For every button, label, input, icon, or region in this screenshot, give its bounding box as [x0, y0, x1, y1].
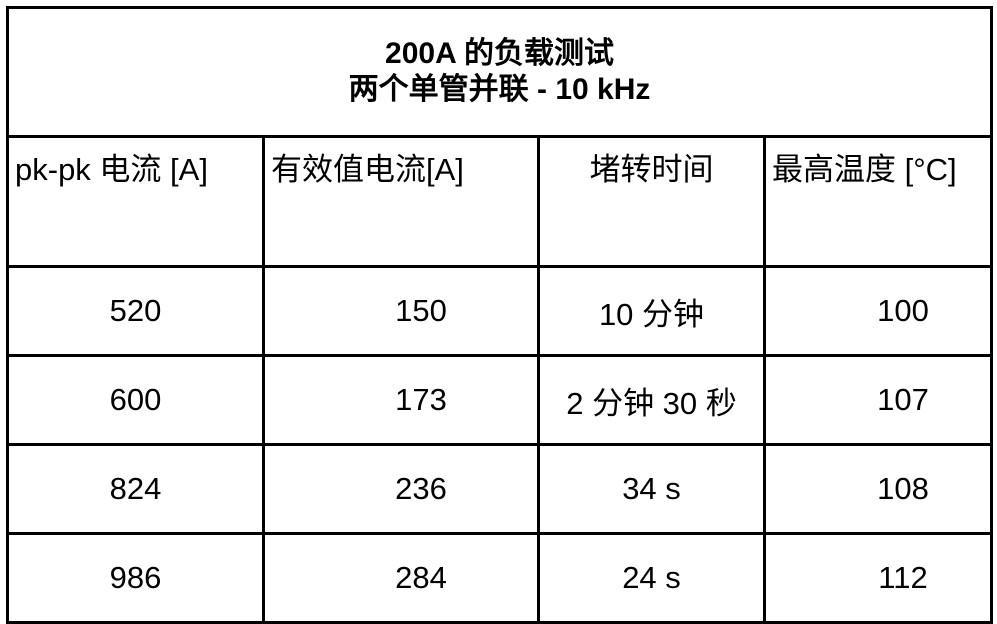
- header-row: pk-pk 电流 [A] 有效值电流[A] 堵转时间 最高温度 [°C]: [6, 135, 994, 268]
- data-cell: 10 分钟: [537, 265, 766, 357]
- header-cell: 堵转时间: [537, 135, 766, 268]
- data-row: 600 173 2 分钟 30 秒 107: [6, 354, 994, 446]
- header-cell: pk-pk 电流 [A]: [6, 135, 265, 268]
- title-cell: 200A 的负载测试 两个单管并联 - 10 kHz: [5, 6, 994, 138]
- title-row: 200A 的负载测试 两个单管并联 - 10 kHz: [5, 6, 994, 138]
- data-cell: 24 s: [537, 532, 766, 624]
- title-line: 200A 的负载测试: [385, 37, 614, 70]
- data-cell: 236: [262, 443, 540, 535]
- header-cell: 最高温度 [°C]: [762, 135, 994, 268]
- load-test-table: 200A 的负载测试 两个单管并联 - 10 kHz pk-pk 电流 [A] …: [5, 6, 994, 624]
- header-cell: 有效值电流[A]: [262, 135, 540, 268]
- data-row: 986 284 24 s 112: [6, 532, 994, 624]
- data-cell: 824: [6, 443, 265, 535]
- data-cell: 173: [262, 354, 540, 446]
- data-cell: 150: [262, 265, 540, 357]
- data-row: 520 150 10 分钟 100: [6, 265, 994, 357]
- title-line: 两个单管并联 - 10 kHz: [348, 73, 651, 106]
- data-cell: 34 s: [537, 443, 766, 535]
- data-cell: 2 分钟 30 秒: [537, 354, 766, 446]
- data-cell: 600: [6, 354, 265, 446]
- data-cell: 107: [762, 354, 994, 446]
- data-cell: 520: [6, 265, 265, 357]
- data-row: 824 236 34 s 108: [6, 443, 994, 535]
- data-cell: 986: [6, 532, 265, 624]
- data-cell: 112: [762, 532, 994, 624]
- data-cell: 108: [762, 443, 994, 535]
- data-cell: 100: [762, 265, 994, 357]
- data-cell: 284: [262, 532, 540, 624]
